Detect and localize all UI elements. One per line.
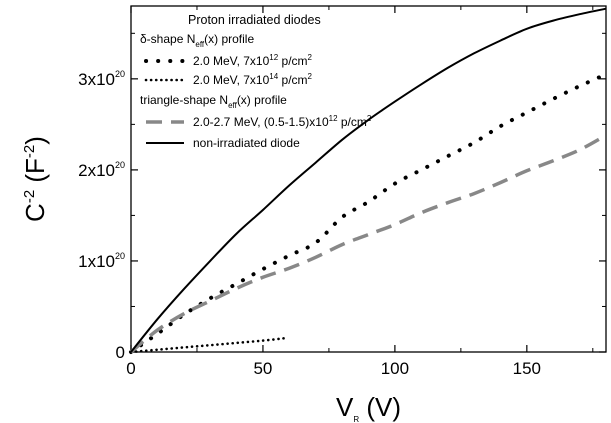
legend-entry-text: 2.0-2.7 MeV, (0.5-1.5)x10 <box>193 115 329 129</box>
legend-entry-3: non-irradiated diode <box>193 136 300 150</box>
x-tick-label: 100 <box>381 359 409 378</box>
y-axis-title-rest: (F <box>20 158 50 190</box>
legend-entry-sup: 14 <box>269 72 278 81</box>
legend-group-header-pre: triangle-shape N <box>140 93 228 107</box>
series-line-3 <box>130 7 607 353</box>
legend-entry-1: 2.0 MeV, 7x1014 p/cm2 <box>193 72 313 87</box>
legend-group-header-sub: eff <box>195 40 205 49</box>
y-axis-title-sup: -2 <box>21 190 38 203</box>
y-tick-exponent: 20 <box>115 69 125 79</box>
x-tick-label: 0 <box>126 359 135 378</box>
y-tick-exponent: 20 <box>115 160 125 170</box>
legend-entry-post: p/cm <box>278 54 307 68</box>
legend-entry-sup2: 2 <box>367 114 372 123</box>
series-layer <box>129 7 608 354</box>
legend-group-header-post: (x) profile <box>237 93 287 107</box>
y-axis-title-sup2: -2 <box>21 145 38 158</box>
y-axis-title: C-2 (F-2) <box>20 136 50 222</box>
y-tick-label: 0 <box>116 343 125 362</box>
legend-entry-text: 2.0 MeV, 7x10 <box>193 73 270 87</box>
legend-entry-sup2: 2 <box>308 72 313 81</box>
legend-entry-2: 2.0-2.7 MeV, (0.5-1.5)x1012 p/cm2 <box>193 114 372 129</box>
x-axis-title-rest: (V) <box>359 392 401 422</box>
x-tick-label: 50 <box>253 359 272 378</box>
legend-group-header-triangle: triangle-shape Neff(x) profile <box>140 93 287 110</box>
x-axis-title-sub: R <box>353 415 359 423</box>
y-tick-label: 3x1020 <box>78 69 125 89</box>
y-tick-base: 0 <box>116 343 125 362</box>
legend-group-header-post: (x) profile <box>204 32 254 46</box>
legend-group-header-delta: δ-shape Neff(x) profile <box>140 32 254 49</box>
legend-entry-sup: 12 <box>329 114 338 123</box>
legend-entry-sup: 12 <box>269 53 278 62</box>
legend-group-header-pre: δ-shape N <box>140 32 195 46</box>
legend-entry-text: non-irradiated diode <box>193 136 300 150</box>
y-tick-exponent: 20 <box>115 251 125 261</box>
y-tick-label: 2x1020 <box>78 160 125 180</box>
legend-group-header-sub: eff <box>228 101 238 110</box>
legend-title: Proton irradiated diodes <box>188 13 321 27</box>
legend-entry-post: p/cm <box>278 73 307 87</box>
legend-entry-sup2: 2 <box>308 53 313 62</box>
y-tick-base: 1x10 <box>78 252 115 271</box>
x-tick-label: 150 <box>513 359 541 378</box>
x-axis-title: VR (V) <box>336 392 401 423</box>
y-axis-title-end: ) <box>20 136 50 145</box>
y-axis-title-main: C <box>20 203 50 222</box>
legend-entry-0: 2.0 MeV, 7x1012 p/cm2 <box>193 53 313 68</box>
legend-entry-text: 2.0 MeV, 7x10 <box>193 54 270 68</box>
y-tick-base: 3x10 <box>78 70 115 89</box>
y-tick-base: 2x10 <box>78 161 115 180</box>
x-axis-title-main: V <box>336 392 354 422</box>
legend-entry-post: p/cm <box>338 115 367 129</box>
plot-frame <box>130 5 607 353</box>
series-line-0 <box>129 72 608 354</box>
series-line-1 <box>129 337 286 354</box>
series-line-2 <box>129 133 607 354</box>
y-tick-label: 1x1020 <box>78 251 125 271</box>
